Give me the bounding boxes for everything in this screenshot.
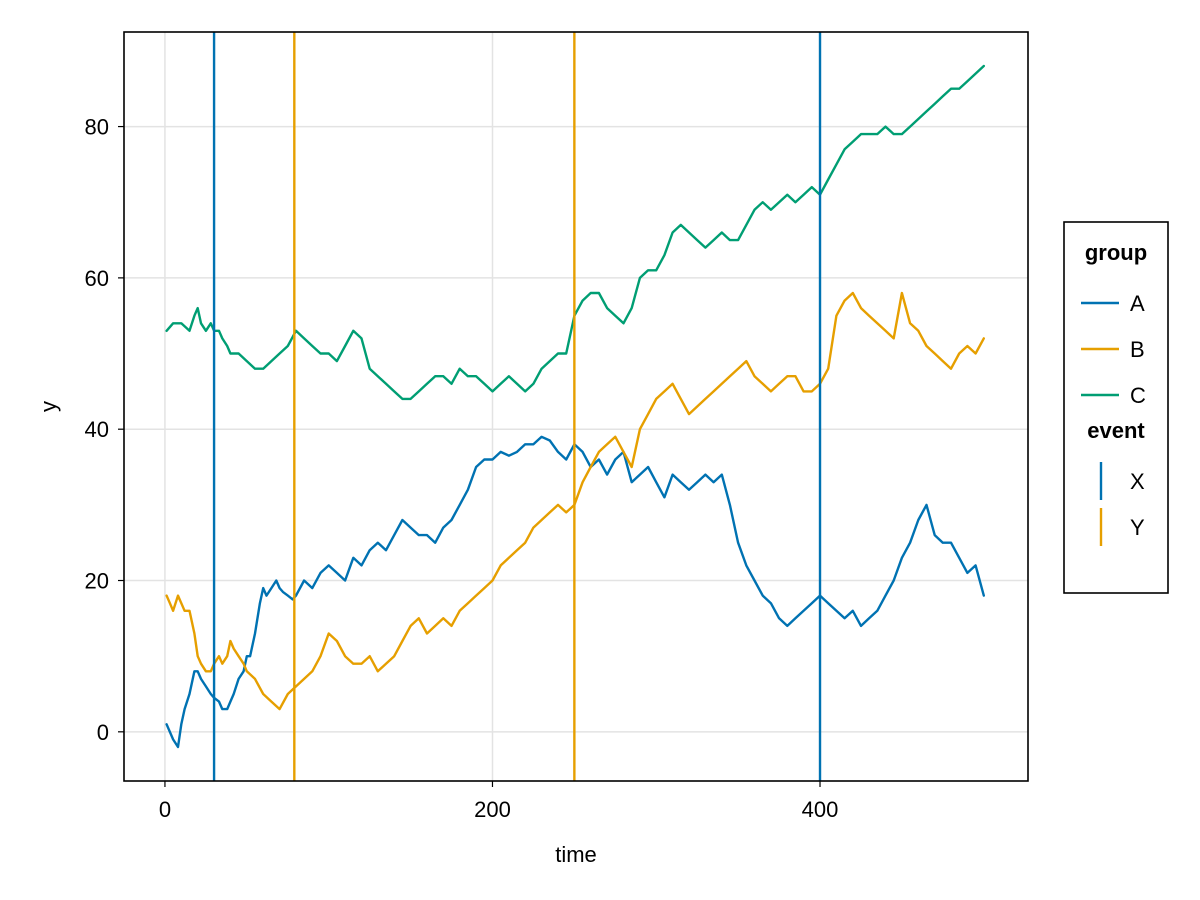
legend-label-y: Y bbox=[1130, 515, 1145, 540]
grid-lines bbox=[124, 32, 1028, 781]
y-tick-label: 80 bbox=[85, 115, 109, 140]
x-axis-title: time bbox=[555, 842, 597, 867]
y-axis-title: y bbox=[36, 401, 61, 412]
y-tick-label: 60 bbox=[85, 266, 109, 291]
legend-label-a: A bbox=[1130, 291, 1145, 316]
legend-label-b: B bbox=[1130, 337, 1145, 362]
x-tick-label: 0 bbox=[159, 797, 171, 822]
series-line-c bbox=[165, 64, 985, 401]
y-tick-label: 40 bbox=[85, 417, 109, 442]
y-tick-label: 0 bbox=[97, 720, 109, 745]
legend-title-group: group bbox=[1085, 240, 1147, 265]
y-tick-label: 20 bbox=[85, 569, 109, 594]
axis-ticks: 0 200 400 0 20 40 60 80 bbox=[85, 115, 839, 822]
series-lines bbox=[165, 64, 985, 749]
plot-frame bbox=[123, 31, 1029, 782]
event-lines bbox=[212, 32, 822, 781]
legend-box bbox=[1063, 221, 1169, 594]
legend-label-c: C bbox=[1130, 383, 1146, 408]
x-tick-label: 400 bbox=[802, 797, 839, 822]
legend-label-x: X bbox=[1130, 469, 1145, 494]
x-tick-label: 200 bbox=[474, 797, 511, 822]
series-line-b bbox=[165, 291, 985, 711]
legend-title-event: event bbox=[1087, 418, 1145, 443]
series-line-a bbox=[165, 435, 985, 749]
